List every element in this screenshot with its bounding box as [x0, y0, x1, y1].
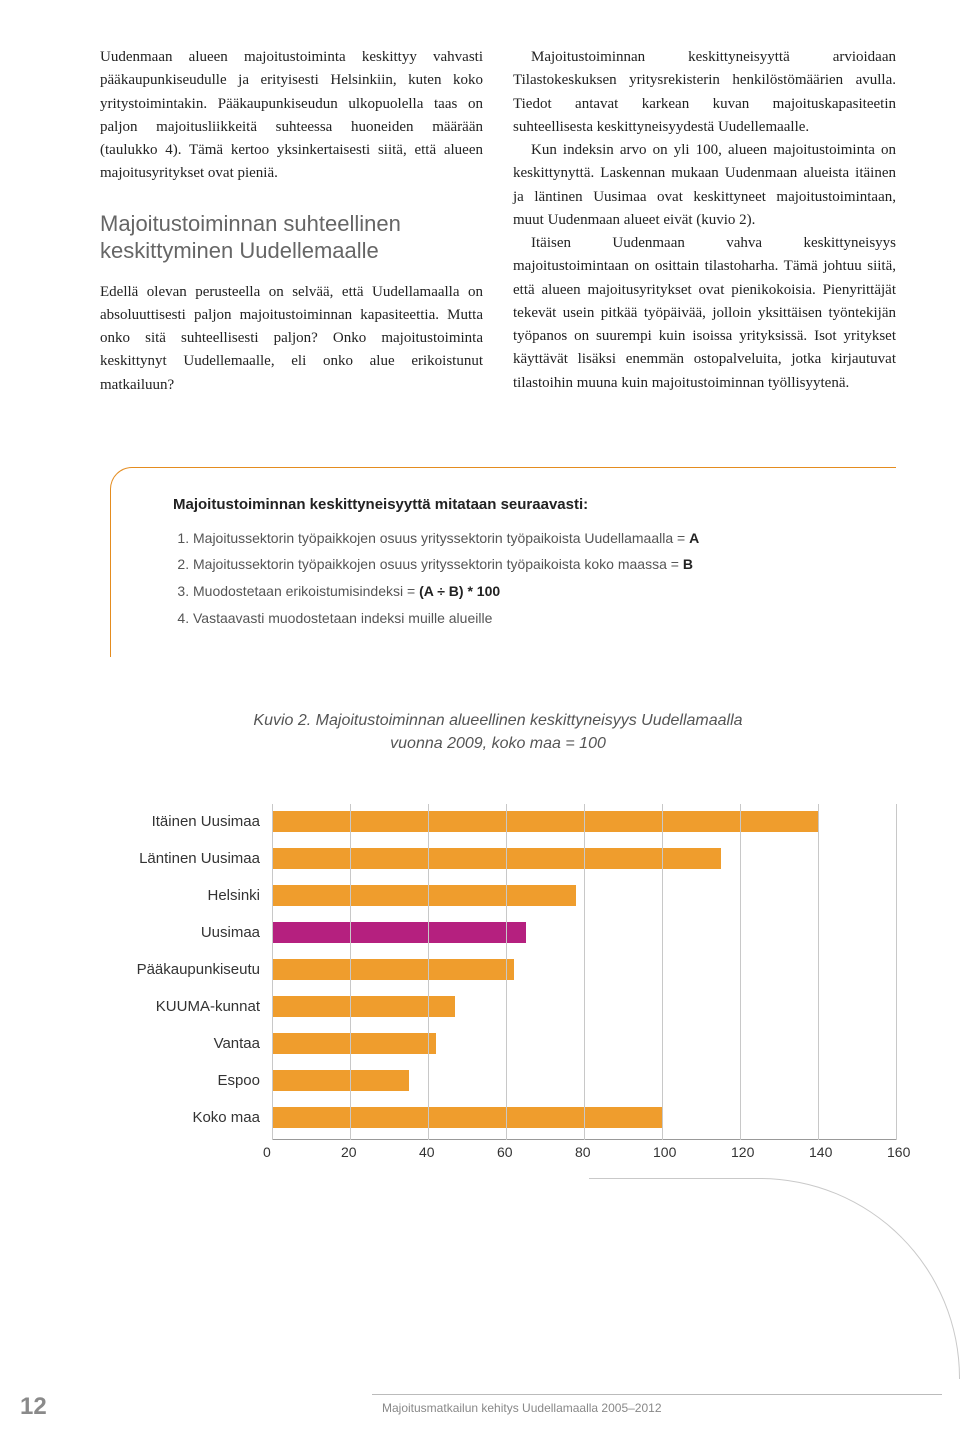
- bar: [272, 848, 721, 869]
- bar-row: Uusimaa: [100, 917, 896, 949]
- bar-label: Helsinki: [100, 887, 272, 904]
- bar-row: Espoo: [100, 1065, 896, 1097]
- x-axis: 020406080100120140160: [272, 1139, 896, 1166]
- bar: [272, 922, 526, 943]
- bar: [272, 811, 818, 832]
- bar-label: Vantaa: [100, 1035, 272, 1052]
- decorative-curve: [589, 1178, 960, 1379]
- x-tick: 140: [818, 804, 819, 1140]
- list-item: Majoitussektorin työpaikkojen osuus yrit…: [193, 551, 860, 578]
- bar-row: KUUMA-kunnat: [100, 991, 896, 1023]
- bar-row: Koko maa: [100, 1102, 896, 1134]
- paragraph: Kun indeksin arvo on yli 100, alueen maj…: [513, 139, 896, 232]
- paragraph: Edellä olevan perusteella on selvää, ett…: [100, 281, 483, 397]
- bar-label: Espoo: [100, 1072, 272, 1089]
- list-item: Muodostetaan erikoistumisindeksi = (A ÷ …: [193, 578, 860, 605]
- x-tick: 20: [350, 804, 351, 1140]
- bar-label: Koko maa: [100, 1109, 272, 1126]
- bar: [272, 959, 514, 980]
- bar-row: Vantaa: [100, 1028, 896, 1060]
- info-box-wrap: Majoitustoiminnan keskittyneisyyttä mita…: [100, 467, 896, 657]
- x-tick: 120: [740, 804, 741, 1140]
- list-item: Majoitussektorin työpaikkojen osuus yrit…: [193, 525, 860, 552]
- bar-label: KUUMA-kunnat: [100, 998, 272, 1015]
- bar-label: Läntinen Uusimaa: [100, 850, 272, 867]
- paragraph: Uudenmaan alueen majoitustoiminta keskit…: [100, 46, 483, 186]
- info-box-list: Majoitussektorin työpaikkojen osuus yrit…: [173, 525, 860, 631]
- info-box: Majoitustoiminnan keskittyneisyyttä mita…: [110, 467, 896, 657]
- info-box-title: Majoitustoiminnan keskittyneisyyttä mita…: [173, 496, 860, 513]
- x-tick: 60: [506, 804, 507, 1140]
- bar-row: Itäinen Uusimaa: [100, 806, 896, 838]
- chart: Itäinen Uusimaa Läntinen Uusimaa Helsinki U…: [100, 806, 896, 1186]
- body-text: Uudenmaan alueen majoitustoiminta keskit…: [100, 46, 896, 397]
- paragraph: Majoitustoiminnan keskittyneisyyttä arvi…: [513, 46, 896, 139]
- bar: [272, 885, 576, 906]
- page-number: 12: [20, 1393, 47, 1421]
- bar: [272, 1070, 409, 1091]
- bar-row: Läntinen Uusimaa: [100, 843, 896, 875]
- x-tick: 80: [584, 804, 585, 1140]
- figure-caption: Kuvio 2. Majoitustoiminnan alueellinen k…: [100, 709, 896, 755]
- subheading: Majoitustoiminnan suhteellinen keskittym…: [100, 210, 483, 265]
- bar-label: Itäinen Uusimaa: [100, 813, 272, 830]
- list-item: Vastaavasti muodostetaan indeksi muille …: [193, 605, 860, 632]
- x-tick: 100: [662, 804, 663, 1140]
- bar: [272, 1033, 436, 1054]
- bar-row: Pääkaupunkiseutu: [100, 954, 896, 986]
- paragraph: Itäisen Uudenmaan vahva keskittyneisyys …: [513, 232, 896, 395]
- bar-label: Pääkaupunkiseutu: [100, 961, 272, 978]
- x-tick: 0: [272, 804, 273, 1140]
- bar-label: Uusimaa: [100, 924, 272, 941]
- page-footer: 12 Majoitusmatkailun kehitys Uudellamaal…: [0, 1389, 960, 1421]
- bar-row: Helsinki: [100, 880, 896, 912]
- footer-text: Majoitusmatkailun kehitys Uudellamaalla …: [372, 1394, 942, 1415]
- x-tick: 160: [896, 804, 897, 1140]
- bar: [272, 1107, 662, 1128]
- x-tick: 40: [428, 804, 429, 1140]
